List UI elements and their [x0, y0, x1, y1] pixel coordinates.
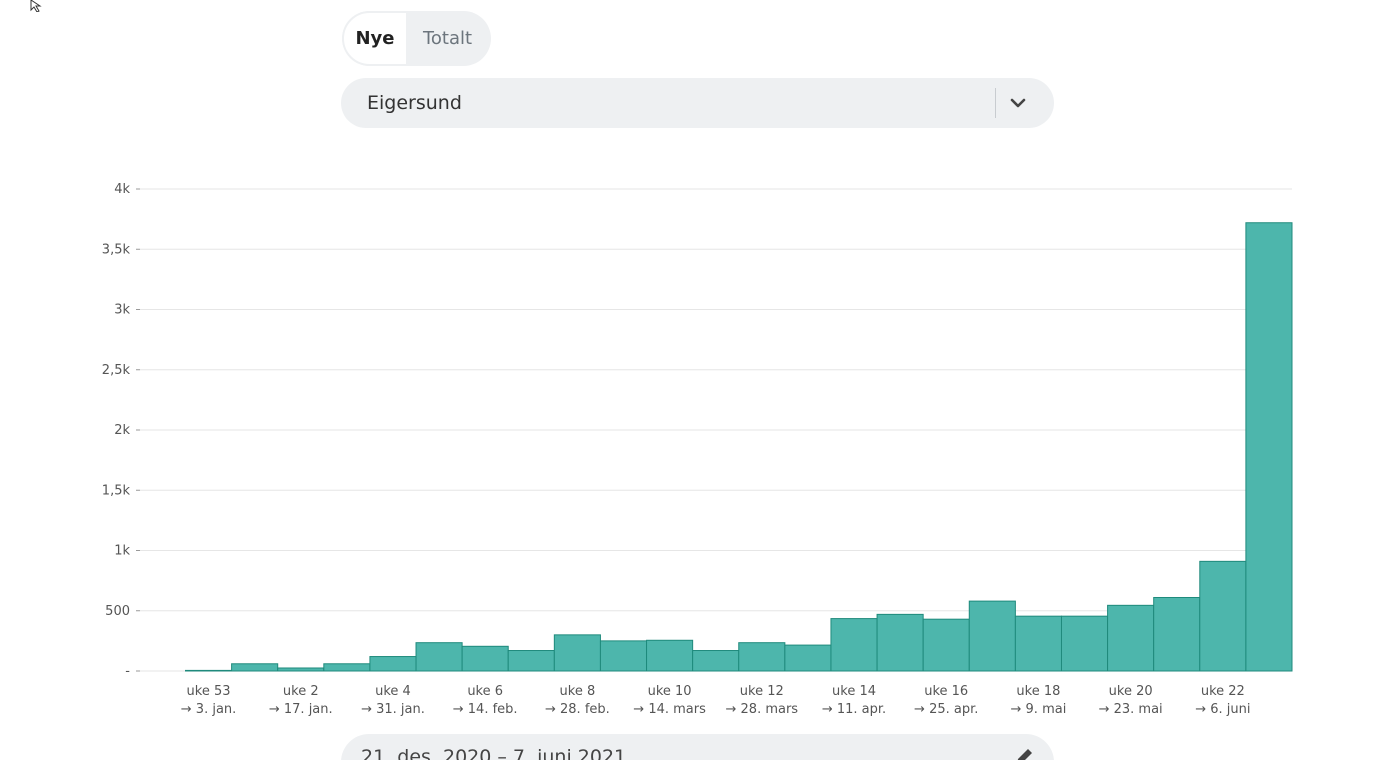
bar-uke-9: [599, 640, 648, 672]
y-tick-label: 3,5k: [102, 242, 131, 257]
y-tick-label: 4k: [114, 182, 130, 197]
bar-uke-22: [1199, 560, 1247, 672]
x-tick-label-week: uke 6: [467, 684, 503, 699]
x-tick-label-date: → 6. juni: [1195, 702, 1250, 717]
x-tick-label-week: uke 18: [1016, 684, 1060, 699]
x-tick-label-week: uke 10: [648, 684, 692, 699]
y-tick-label: 1,5k: [102, 483, 131, 498]
mouse-cursor-icon: [30, 0, 42, 12]
y-tick-label: 1k: [114, 544, 130, 559]
bar-uke-16: [922, 618, 970, 672]
x-tick-label-date: → 14. mars: [633, 702, 706, 717]
bar-uke-23: [1245, 222, 1293, 672]
bar-uke-12: [738, 642, 786, 672]
municipality-select[interactable]: Eigersund: [341, 78, 1054, 128]
chevron-down-icon[interactable]: [1006, 93, 1030, 113]
bar-uke-14: [830, 618, 878, 672]
bar-uke-17: [968, 600, 1016, 672]
date-range-text: 21. des. 2020 – 7. juni 2021: [361, 746, 627, 760]
toggle-new-button[interactable]: Nye: [342, 11, 408, 66]
x-tick-label-week: uke 12: [740, 684, 784, 699]
bar-uke-4: [369, 656, 417, 672]
x-tick-label-week: uke 4: [375, 684, 411, 699]
bar-uke-21: [1153, 596, 1201, 672]
x-tick-label-week: uke 22: [1201, 684, 1245, 699]
bar-uke-11: [692, 650, 740, 672]
x-tick-label-date: → 31. jan.: [361, 702, 425, 717]
bar-uke-5: [415, 642, 463, 672]
bar-uke-15: [876, 613, 924, 672]
bar-uke-2: [277, 667, 325, 672]
weekly-cases-chart: - 500 1k 1,5k 2k 2,5k 3k 3,5k 4k uke 53 → 3. jan. u…: [0, 160, 1379, 730]
y-tick-label: -: [125, 664, 130, 679]
x-tick-label-week: uke 16: [924, 684, 968, 699]
x-tick-label-date: → 17. jan.: [269, 702, 333, 717]
bar-uke-7: [507, 650, 555, 672]
y-tick-label: 2,5k: [102, 363, 131, 378]
y-tick-label: 500: [105, 604, 130, 619]
x-tick-label-week: uke 53: [187, 684, 231, 699]
bar-uke-13: [784, 644, 832, 672]
bar-chart-svg: - 500 1k 1,5k 2k 2,5k 3k 3,5k 4k uke 53 → 3. jan. u…: [102, 182, 1293, 717]
municipality-select-value: Eigersund: [367, 92, 462, 114]
x-tick-label-date: → 9. mai: [1011, 702, 1067, 717]
x-tick-label-week: uke 2: [283, 684, 319, 699]
x-tick-label-date: → 25. apr.: [914, 702, 978, 717]
toggle-total-button[interactable]: Totalt: [422, 28, 473, 49]
new-total-toggle: Nye Totalt: [342, 11, 491, 66]
x-tick-label-week: uke 20: [1109, 684, 1153, 699]
bar-uke-1: [231, 663, 279, 672]
y-tick-label: 2k: [114, 423, 130, 438]
x-tick-label-week: uke 14: [832, 684, 876, 699]
pencil-icon[interactable]: [1013, 746, 1035, 760]
x-tick-label-date: → 3. jan.: [181, 702, 237, 717]
x-tick-label-date: → 23. mai: [1099, 702, 1163, 717]
x-tick-label-date: → 14. feb.: [453, 702, 518, 717]
bar-uke-10: [646, 639, 694, 672]
bar-uke-6: [461, 645, 509, 672]
bar-uke-20: [1107, 604, 1155, 672]
x-tick-label-date: → 11. apr.: [822, 702, 886, 717]
y-tick-label: 3k: [114, 303, 130, 318]
date-range-picker[interactable]: 21. des. 2020 – 7. juni 2021: [341, 734, 1054, 760]
x-tick-label-week: uke 8: [560, 684, 596, 699]
x-tick-label-date: → 28. feb.: [545, 702, 610, 717]
bar-uke-19: [1060, 615, 1109, 672]
bar-uke-3: [323, 663, 371, 672]
bar-uke-18: [1014, 615, 1062, 672]
select-divider: [995, 88, 996, 118]
bar-uke-8: [553, 634, 601, 672]
bar-uke-53: [185, 669, 233, 672]
x-tick-label-date: → 28. mars: [726, 702, 799, 717]
